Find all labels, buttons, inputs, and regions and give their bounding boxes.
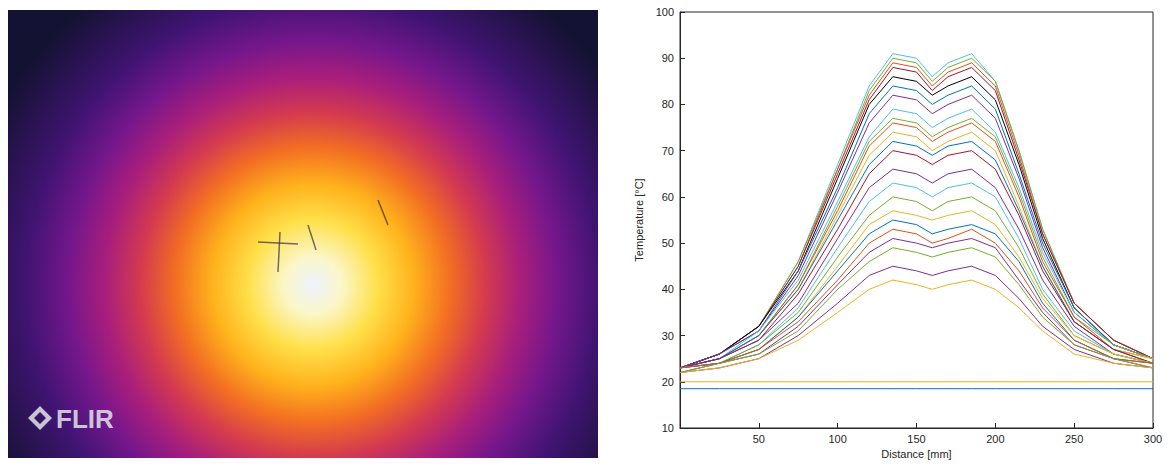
svg-text:Distance [mm]: Distance [mm]: [881, 448, 951, 460]
svg-text:20: 20: [662, 376, 674, 388]
svg-text:80: 80: [662, 98, 674, 110]
svg-text:60: 60: [662, 191, 674, 203]
svg-text:30: 30: [662, 330, 674, 342]
svg-text:90: 90: [662, 52, 674, 64]
svg-text:Temperature [°C]: Temperature [°C]: [633, 178, 645, 261]
svg-text:200: 200: [986, 433, 1004, 445]
svg-text:10: 10: [662, 422, 674, 434]
svg-text:FLIR: FLIR: [56, 404, 114, 434]
svg-text:100: 100: [828, 433, 846, 445]
svg-text:70: 70: [662, 145, 674, 157]
svg-text:50: 50: [662, 237, 674, 249]
svg-text:50: 50: [753, 433, 765, 445]
svg-text:250: 250: [1065, 433, 1083, 445]
svg-text:300: 300: [1144, 433, 1162, 445]
svg-text:150: 150: [907, 433, 925, 445]
svg-text:100: 100: [656, 6, 674, 18]
svg-text:40: 40: [662, 283, 674, 295]
